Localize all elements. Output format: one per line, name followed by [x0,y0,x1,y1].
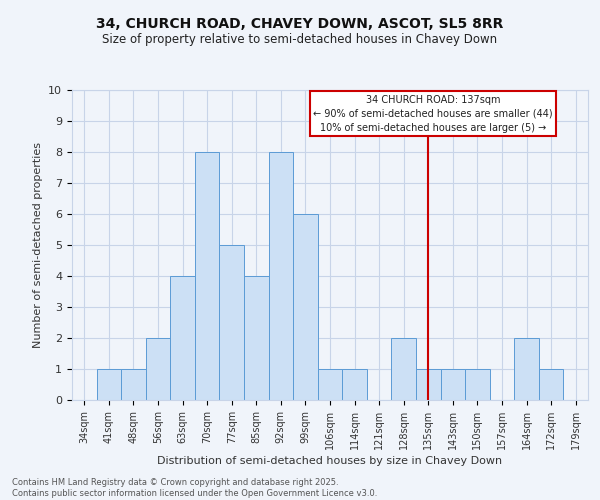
Bar [391,338,416,400]
Bar [440,369,465,400]
Bar [97,369,121,400]
Bar [121,369,146,400]
Bar [539,369,563,400]
Bar [269,152,293,400]
Y-axis label: Number of semi-detached properties: Number of semi-detached properties [33,142,43,348]
Text: Size of property relative to semi-detached houses in Chavey Down: Size of property relative to semi-detach… [103,32,497,46]
X-axis label: Distribution of semi-detached houses by size in Chavey Down: Distribution of semi-detached houses by … [157,456,503,466]
Bar [416,369,440,400]
Bar [244,276,269,400]
Bar [342,369,367,400]
Text: 34 CHURCH ROAD: 137sqm
← 90% of semi-detached houses are smaller (44)
10% of sem: 34 CHURCH ROAD: 137sqm ← 90% of semi-det… [313,94,553,132]
Bar [220,245,244,400]
Bar [293,214,318,400]
Bar [514,338,539,400]
Text: 34, CHURCH ROAD, CHAVEY DOWN, ASCOT, SL5 8RR: 34, CHURCH ROAD, CHAVEY DOWN, ASCOT, SL5… [97,18,503,32]
Bar [465,369,490,400]
Text: Contains HM Land Registry data © Crown copyright and database right 2025.
Contai: Contains HM Land Registry data © Crown c… [12,478,377,498]
Bar [170,276,195,400]
Bar [318,369,342,400]
Bar [195,152,220,400]
Bar [146,338,170,400]
